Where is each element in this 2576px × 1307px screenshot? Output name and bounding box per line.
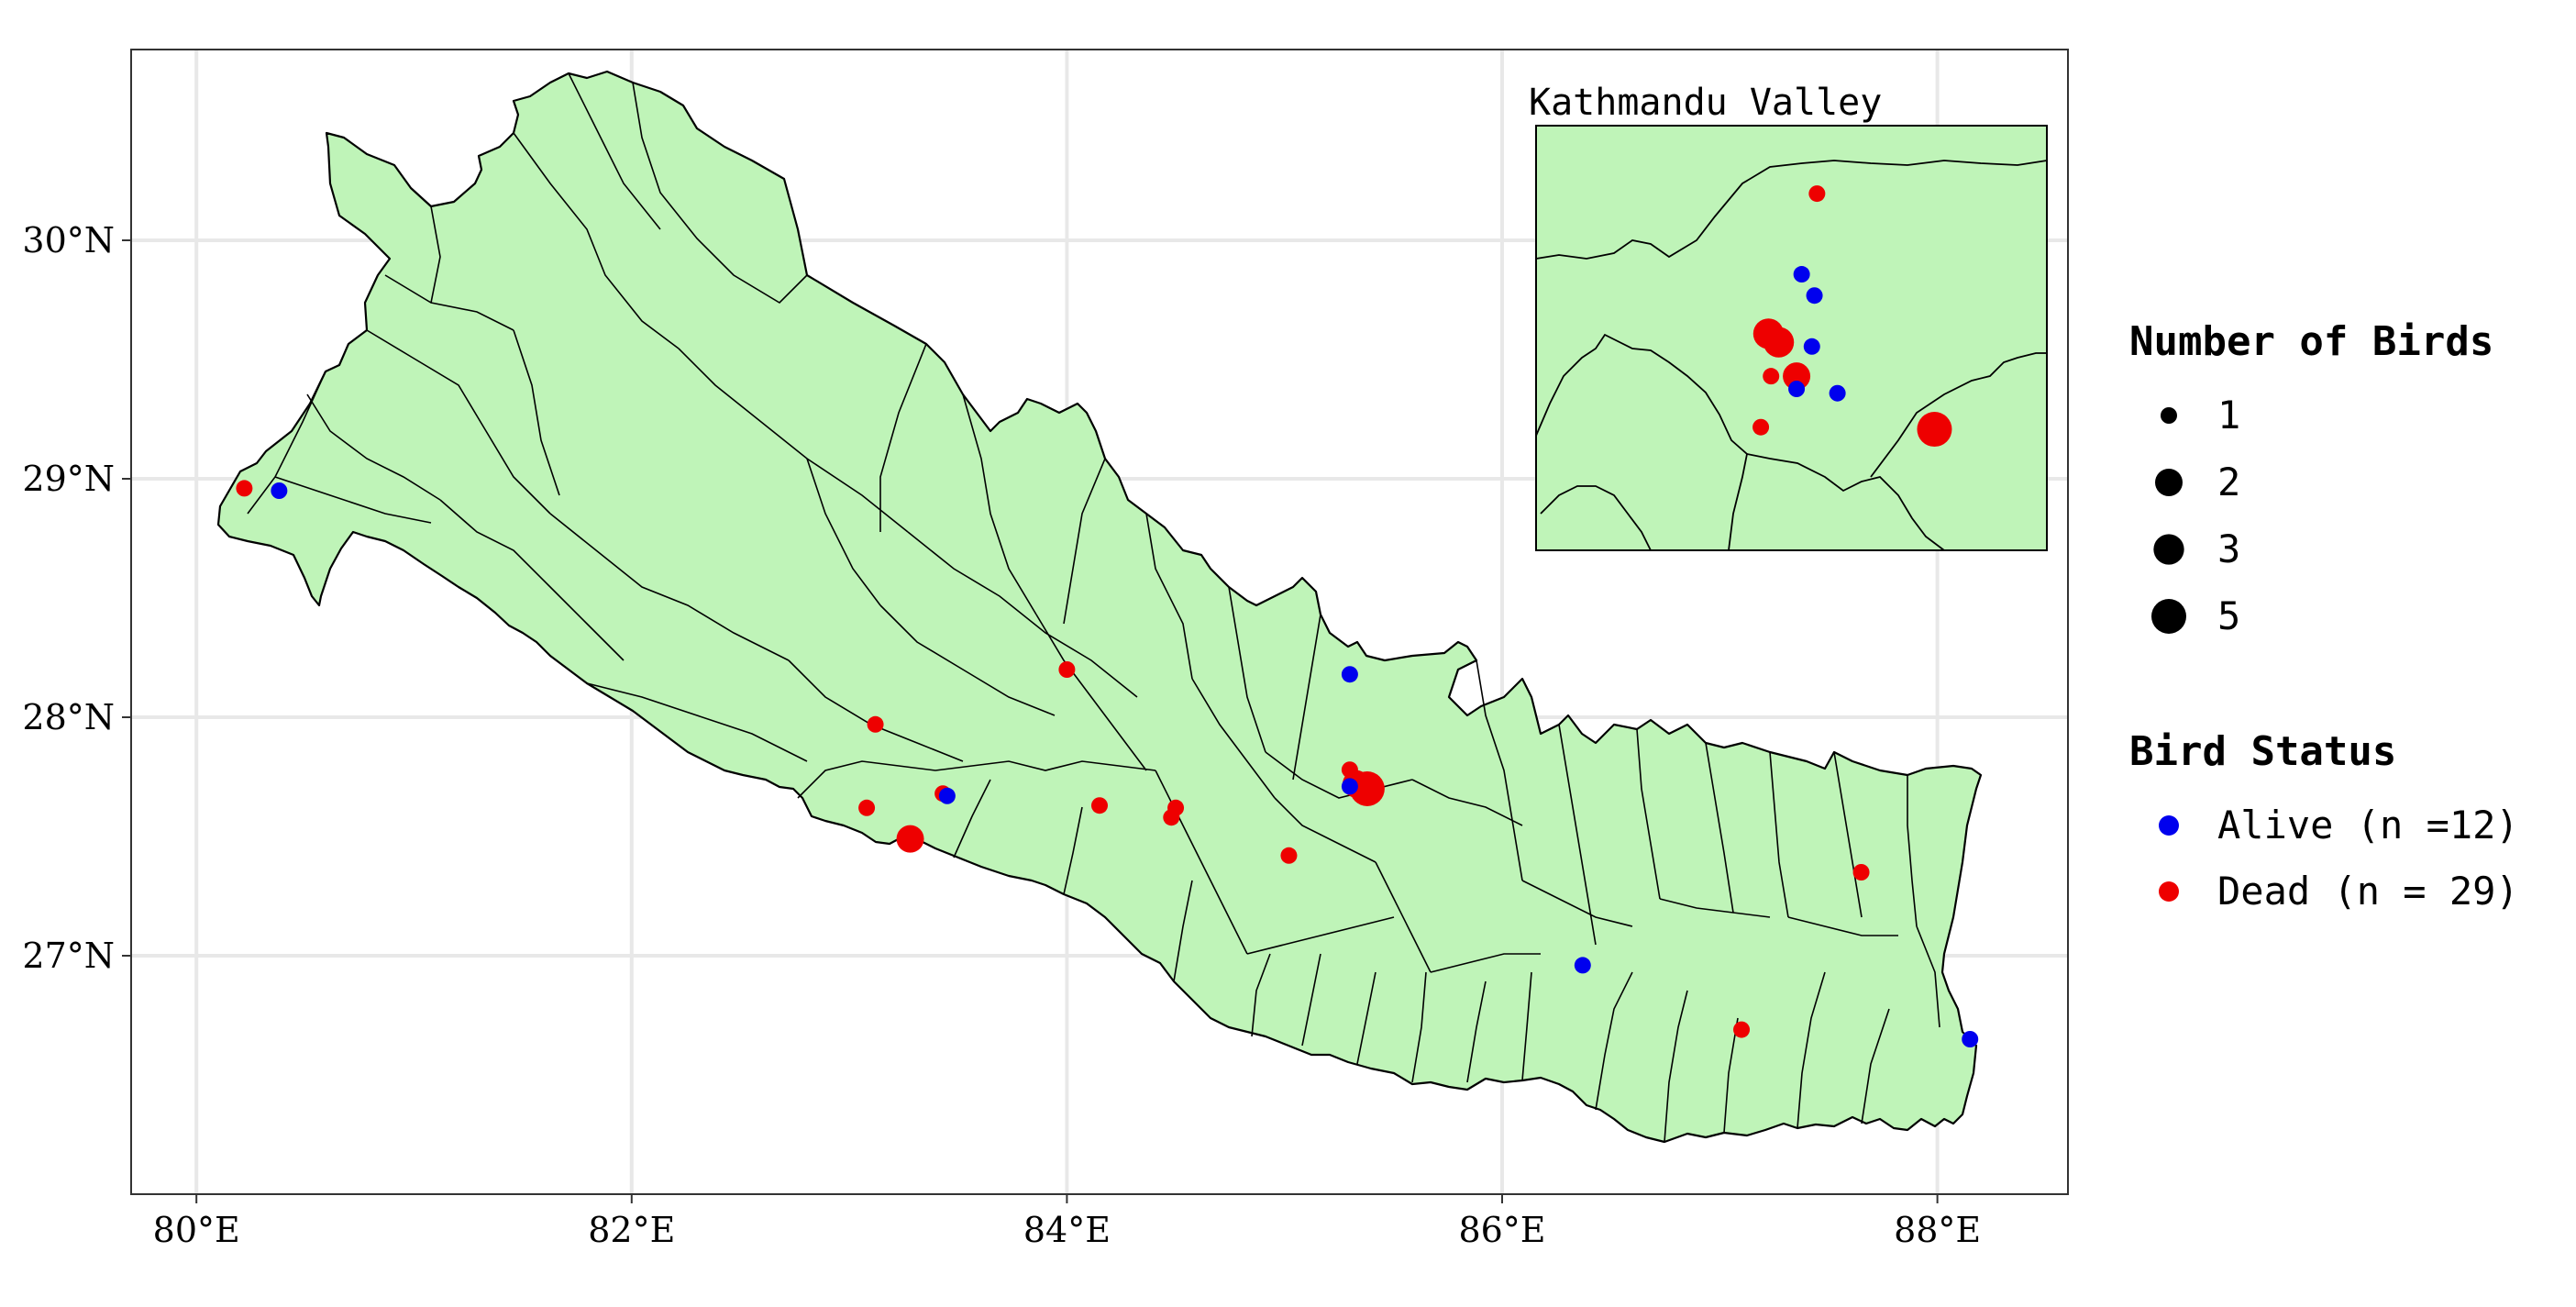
y-tick-label: 29°N <box>22 459 115 499</box>
bird-point-dead <box>236 480 253 497</box>
x-tick-label: 86°E <box>1458 1210 1545 1250</box>
y-tick-label: 27°N <box>22 936 115 976</box>
inset-points <box>1752 185 1952 448</box>
bird-point-dead <box>1091 797 1108 814</box>
x-tick-label: 80°E <box>153 1210 240 1250</box>
map-panel-border <box>130 49 2069 1195</box>
legend-size-label: 2 <box>2217 460 2240 504</box>
legend-status-label: Alive (n =12) <box>2217 803 2519 847</box>
y-tick-label: 30°N <box>22 220 115 260</box>
inset-bird-point-dead <box>1917 412 1952 448</box>
inset: Kathmandu Valley <box>1529 82 2048 551</box>
x-tick-label: 88°E <box>1894 1210 1981 1250</box>
legend-size-swatch <box>2155 469 2183 496</box>
legend: Number of Birds 1 2 3 5 Bird Status Alive (… <box>2129 318 2519 914</box>
x-tick-label: 82°E <box>588 1210 675 1250</box>
x-tick-label: 84°E <box>1023 1210 1111 1250</box>
nepal-landmass <box>216 70 1983 1144</box>
bird-point-dead <box>1733 1021 1751 1038</box>
legend-status-items: Alive (n =12) Dead (n = 29) <box>2159 803 2519 914</box>
inset-boundaries <box>1535 160 2048 551</box>
legend-size-swatch <box>2153 534 2184 565</box>
legend-size-items: 1 2 3 5 <box>2151 393 2240 638</box>
legend-size-label: 1 <box>2217 393 2240 438</box>
bird-point-alive <box>1962 1031 1979 1047</box>
legend-size-swatch <box>2161 407 2177 424</box>
bird-point-alive <box>938 787 956 804</box>
inset-bird-point-dead <box>1763 368 1780 385</box>
bird-point-dead <box>896 825 924 853</box>
bird-point-dead <box>858 799 876 816</box>
district-boundaries <box>247 72 1940 1143</box>
bird-point-dead <box>867 715 884 733</box>
legend-status-title: Bird Status <box>2129 728 2396 775</box>
axis-ticks: 80°E 82°E 84°E 86°E 88°E 27°N 28°N 29°N 30°N <box>22 220 1981 1250</box>
inset-bird-point-dead <box>1783 362 1811 391</box>
inset-bird-point-alive <box>1829 384 1846 402</box>
legend-status-swatch <box>2159 815 2179 836</box>
bird-point-dead <box>1852 864 1870 881</box>
inset-title: Kathmandu Valley <box>1529 82 1882 124</box>
bird-point-alive <box>1341 778 1358 795</box>
legend-size-label: 5 <box>2217 593 2240 638</box>
inset-bird-point-dead <box>1752 418 1770 436</box>
inset-bird-point-alive <box>1793 266 1810 283</box>
bird-point-alive <box>1574 957 1591 974</box>
legend-size-title: Number of Birds <box>2129 318 2493 365</box>
inset-bird-point-alive <box>1803 338 1820 355</box>
bird-point-alive <box>271 482 288 499</box>
bird-point-dead <box>1163 809 1180 826</box>
bird-point-dead <box>1058 661 1076 678</box>
legend-size-swatch <box>2151 599 2186 634</box>
inset-bird-point-dead <box>1763 327 1795 358</box>
main-points <box>236 480 1979 1047</box>
legend-status-label: Dead (n = 29) <box>2217 869 2519 914</box>
inset-bird-point-alive <box>1806 287 1823 305</box>
y-tick-label: 28°N <box>22 697 115 737</box>
bird-point-dead <box>1280 847 1298 864</box>
legend-size-label: 3 <box>2217 526 2240 571</box>
inset-bird-point-alive <box>1788 381 1806 398</box>
legend-status-swatch <box>2159 881 2179 902</box>
bird-point-alive <box>1341 666 1358 683</box>
inset-bird-point-dead <box>1808 185 1826 203</box>
